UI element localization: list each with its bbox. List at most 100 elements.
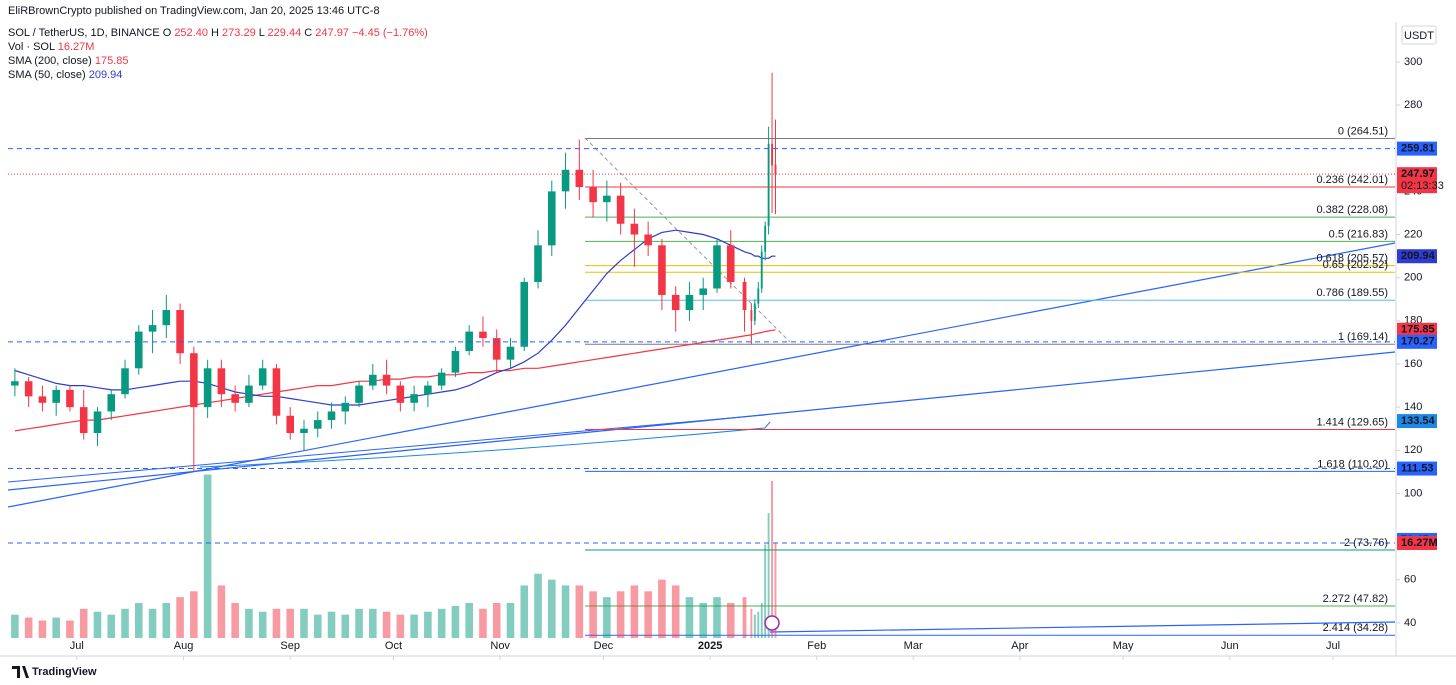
volume-bar <box>437 608 446 638</box>
price-tag <box>1397 249 1437 264</box>
volume-tag-label: 16.27M <box>1401 537 1438 549</box>
volume-bar <box>534 573 542 638</box>
volume-bar <box>24 617 33 638</box>
candle-body <box>245 385 253 403</box>
candle-body <box>313 420 322 429</box>
sma-line <box>14 229 776 406</box>
candle-body <box>134 331 143 369</box>
event-icon[interactable] <box>764 615 780 631</box>
volume-bar <box>713 597 721 638</box>
volume-bar <box>451 605 460 638</box>
x-tick-label: May <box>1113 640 1134 652</box>
legend-row: SMA (200, close) 175.85 <box>8 55 128 67</box>
volume-bar <box>313 614 322 638</box>
volume-bar <box>742 597 747 638</box>
fib-label: 2.272 (47.82) <box>1323 593 1388 605</box>
y-tick-label: 60 <box>1404 574 1416 586</box>
volume-bar <box>176 597 184 638</box>
currency-box[interactable] <box>1401 25 1437 45</box>
ohlc-key: L <box>259 27 265 39</box>
volume-bar <box>93 611 102 638</box>
branding: TradingView <box>32 666 97 678</box>
volume-bar <box>771 480 774 638</box>
volume-bar <box>190 591 198 638</box>
candle-body <box>272 368 281 416</box>
volume-bar <box>382 611 391 638</box>
fib-label: 1.414 (129.65) <box>1316 416 1388 428</box>
y-tick-label: 100 <box>1404 487 1422 499</box>
candle-body <box>771 143 774 166</box>
diagonal-line <box>584 137 791 343</box>
volume-bar <box>465 602 473 638</box>
price-tag <box>1397 414 1437 429</box>
volume-bar <box>575 585 584 638</box>
sma-line <box>14 329 776 432</box>
currency: USDT <box>1404 30 1434 42</box>
candle-body <box>750 310 753 321</box>
candle-body <box>190 353 198 408</box>
volume-bar <box>644 591 652 638</box>
volume-bar <box>479 608 487 638</box>
volume-bar <box>148 608 157 638</box>
volume-bar <box>548 579 556 638</box>
volume-bar <box>272 608 281 638</box>
candle-body <box>410 394 418 403</box>
fib-label: 0.5 (216.83) <box>1329 228 1388 240</box>
candle-body <box>644 234 652 246</box>
pane <box>8 72 1396 638</box>
candle-body <box>327 411 336 421</box>
candle-body <box>38 396 47 403</box>
volume-bar <box>396 614 405 638</box>
candle-body <box>616 195 625 224</box>
legend-row: SOL / TetherUS, 1D, BINANCE O 252.40 H 2… <box>8 27 428 39</box>
candle-body <box>589 187 597 203</box>
x-tick-label: Jul <box>70 640 84 652</box>
volume-bar <box>369 608 377 638</box>
volume-tag <box>1397 536 1437 551</box>
volume-bar <box>79 608 88 638</box>
candle-body <box>548 191 556 246</box>
candle-body <box>760 251 763 289</box>
fib-label: 0.786 (189.55) <box>1316 287 1388 299</box>
y-tick-label: 300 <box>1404 56 1422 68</box>
y-tick-label: 220 <box>1404 228 1422 240</box>
candle-body <box>742 281 747 311</box>
price-tag-label: 170.27 <box>1401 336 1435 348</box>
volume-bar <box>66 620 74 638</box>
candle-body <box>506 346 515 360</box>
y-tick-label: 160 <box>1404 358 1422 370</box>
x-tick-label: Apr <box>1011 640 1028 652</box>
candle-body <box>231 394 239 403</box>
candle-body <box>520 281 529 347</box>
candle-body <box>148 325 157 332</box>
legend-row: SMA (50, close) 209.94 <box>8 69 122 81</box>
candle-body <box>451 351 460 373</box>
x-tick-label: 2025 <box>698 640 722 652</box>
candle-body <box>107 394 116 412</box>
publisher: EliRBrownCrypto published on TradingView… <box>8 5 380 17</box>
volume-bar <box>671 585 680 638</box>
candle-body <box>93 411 102 434</box>
fib-label: 0 (264.51) <box>1338 125 1388 137</box>
indicator-name: Vol · SOL <box>8 41 55 53</box>
volume-bar <box>760 602 763 638</box>
indicator-value: 175.85 <box>95 55 129 67</box>
candle-body <box>162 310 171 326</box>
logo-icon <box>12 666 29 678</box>
indicator-name: SMA (50, close) <box>8 69 86 81</box>
candle-body <box>630 223 639 235</box>
price-tag-label: 247.97 <box>1401 168 1435 180</box>
ohlc-key: C <box>304 27 312 39</box>
candle-body <box>603 195 611 203</box>
fib-label: 1.618 (110.20) <box>1317 458 1388 470</box>
volume-bar <box>589 591 597 638</box>
candle-body <box>203 368 212 408</box>
volume-bar <box>764 544 767 638</box>
volume-bar <box>757 611 760 638</box>
volume-bar <box>410 614 418 638</box>
volume-bar <box>767 513 770 638</box>
x-tick-label: Sep <box>280 640 300 652</box>
candle-body <box>774 164 777 175</box>
y-tick-label: 140 <box>1404 401 1422 413</box>
